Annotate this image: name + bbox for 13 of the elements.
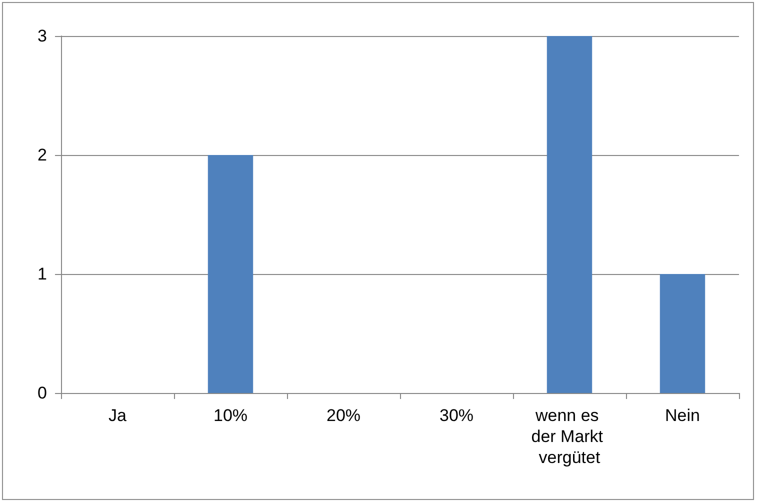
y-tick-label: 3: [38, 26, 47, 46]
y-tick-label: 1: [38, 264, 47, 284]
x-tick-label: 30%: [439, 406, 474, 425]
bar: [546, 36, 592, 393]
x-tick-label: wenn es der Markt vergütet: [531, 406, 608, 467]
bar: [208, 155, 254, 393]
x-tick-label: 10%: [213, 406, 248, 425]
x-tick-label: Ja: [108, 406, 128, 425]
bar: [660, 274, 706, 393]
x-tick-label: Nein: [665, 406, 700, 425]
y-tick-label: 2: [38, 146, 47, 164]
x-tick-label: 20%: [326, 406, 361, 425]
y-tick-label: 0: [38, 384, 47, 402]
